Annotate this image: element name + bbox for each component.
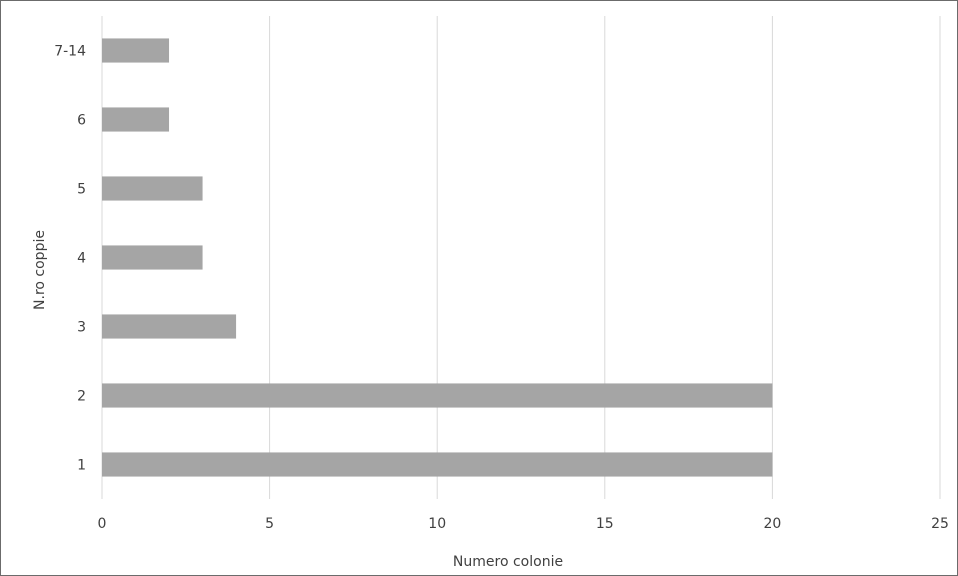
x-tick-label: 15 (596, 516, 614, 532)
y-axis-title: N.ro coppie (32, 230, 48, 310)
y-tick-label: 4 (77, 251, 86, 267)
x-tick-label: 25 (931, 516, 949, 532)
y-tick-label: 2 (77, 389, 86, 405)
x-tick-label: 0 (98, 516, 107, 532)
y-tick-label: 7-14 (54, 44, 86, 60)
y-tick-label: 5 (77, 182, 86, 198)
bar-3 (102, 314, 237, 339)
bars (102, 38, 773, 477)
x-tick-label: 10 (428, 516, 446, 532)
bar-7-14 (102, 38, 170, 63)
grid-lines (101, 16, 941, 499)
y-tick-label: 1 (77, 458, 86, 474)
y-tick-labels: 1 2 3 4 5 6 7-14 (54, 44, 86, 474)
x-tick-label: 5 (265, 516, 274, 532)
x-tick-label: 20 (763, 516, 781, 532)
x-axis-title: Numero colonie (453, 554, 563, 570)
bar-2 (102, 383, 773, 408)
x-tick-labels: 0 5 10 15 20 25 (98, 516, 949, 532)
y-tick-label: 6 (77, 113, 86, 129)
bar-1 (102, 452, 773, 477)
bar-6 (102, 107, 170, 132)
bar-5 (102, 176, 203, 201)
y-tick-label: 3 (77, 320, 86, 336)
bar-4 (102, 245, 203, 270)
